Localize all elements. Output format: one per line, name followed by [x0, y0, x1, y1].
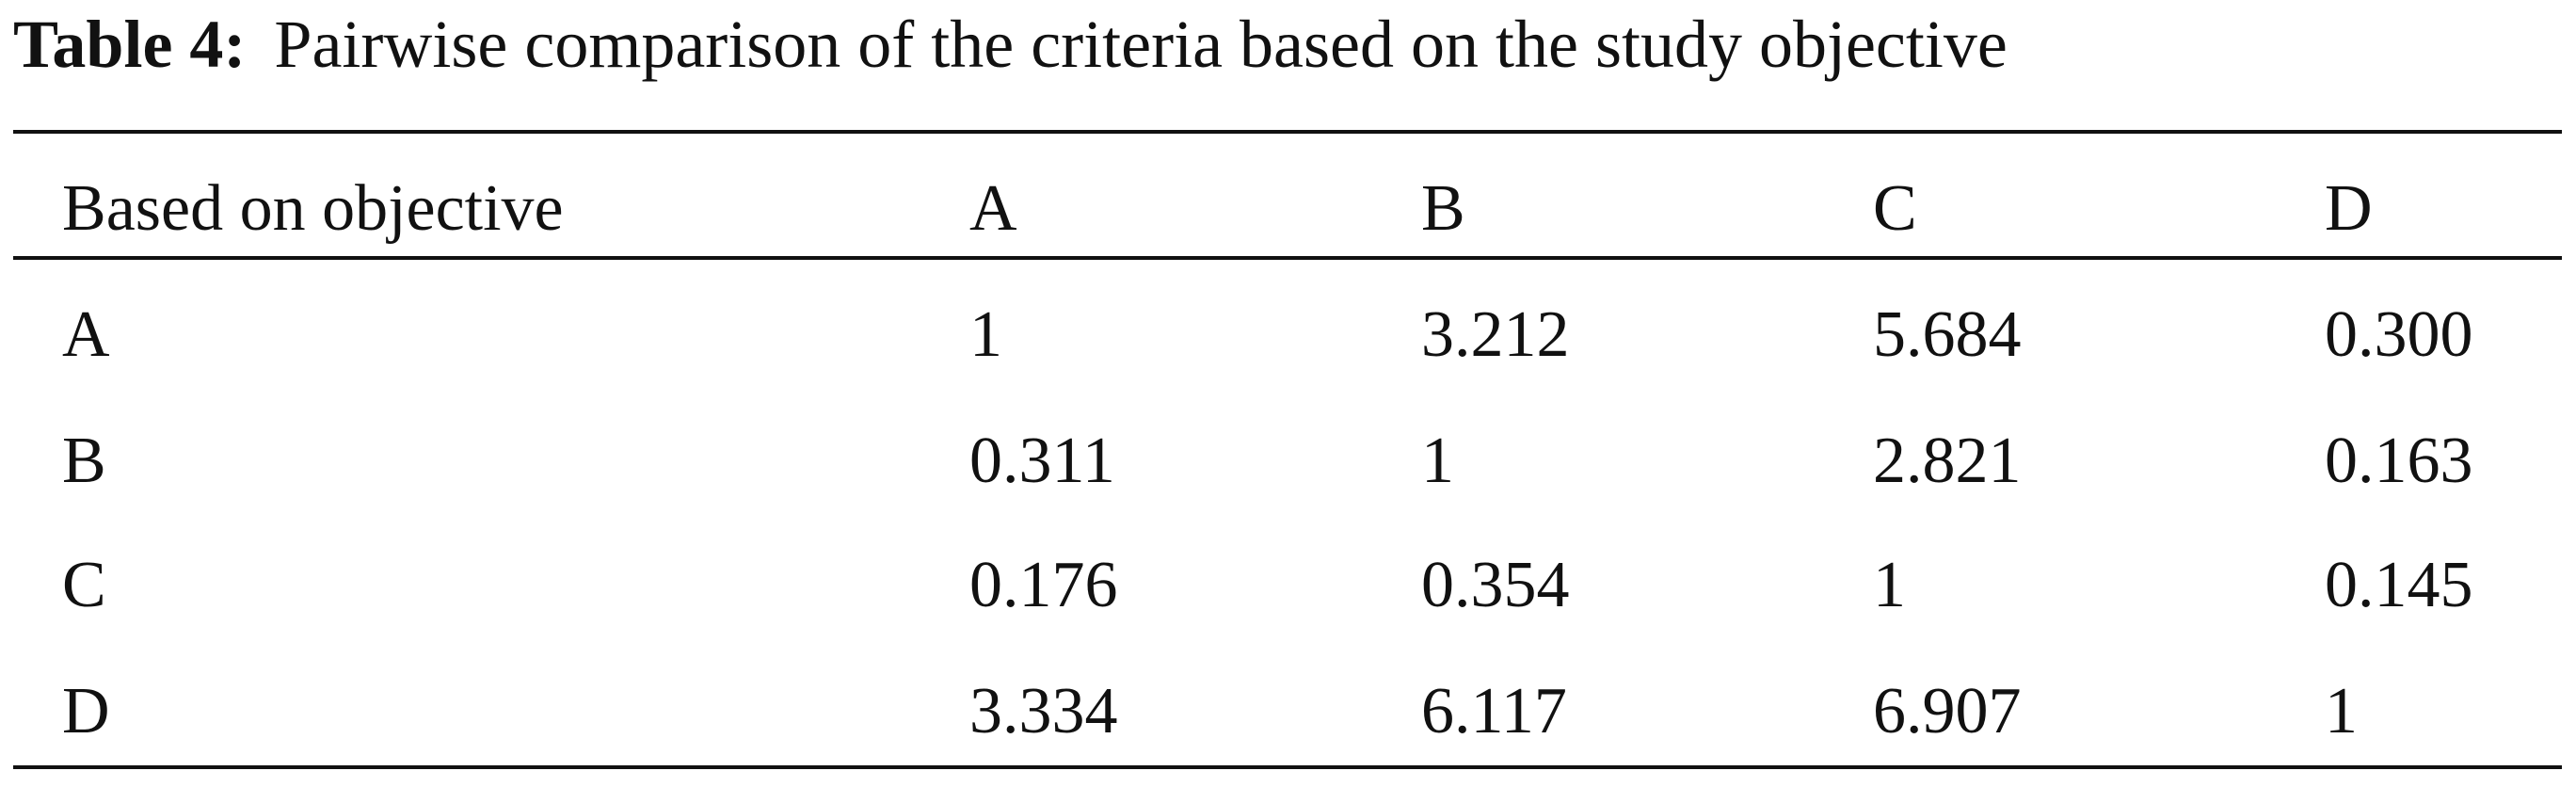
table-cell: 3.334 [969, 675, 1118, 747]
table-cell: B [62, 425, 106, 497]
table-cell: 0.311 [969, 425, 1115, 497]
table-cell: 6.117 [1421, 675, 1567, 747]
header-cell: Based on objective [62, 172, 564, 245]
table-cell: 0.300 [2325, 298, 2473, 371]
table-cell: 1 [969, 298, 1002, 371]
table-cell: 3.212 [1421, 298, 1570, 371]
table-cell: 0.354 [1421, 549, 1570, 621]
table-cell: 1 [1873, 549, 1906, 621]
caption: Table 4: Pairwise comparison of the crite… [13, 7, 2008, 82]
table-cell: 6.907 [1873, 675, 2022, 747]
caption-text: Pairwise comparison of the criteria base… [274, 7, 2007, 82]
table-cell: 5.684 [1873, 298, 2022, 371]
table-cell: D [62, 675, 110, 747]
header-cell: D [2325, 172, 2373, 245]
table-body: Based on objective A B C DA 1 3.212 5.684 0.300B… [62, 172, 2473, 747]
table-cell: 0.163 [2325, 425, 2473, 497]
caption-label: Table 4: [13, 7, 246, 82]
header-cell: A [969, 172, 1017, 245]
table-cell: 1 [2325, 675, 2358, 747]
table-cell: 2.821 [1873, 425, 2022, 497]
table-cell: 0.176 [969, 549, 1118, 621]
header-cell: C [1873, 172, 1917, 245]
table-cell: C [62, 549, 106, 621]
table-cell: A [62, 298, 110, 371]
table-cell: 0.145 [2325, 549, 2473, 621]
table-cell: 1 [1421, 425, 1454, 497]
header-cell: B [1421, 172, 1465, 245]
